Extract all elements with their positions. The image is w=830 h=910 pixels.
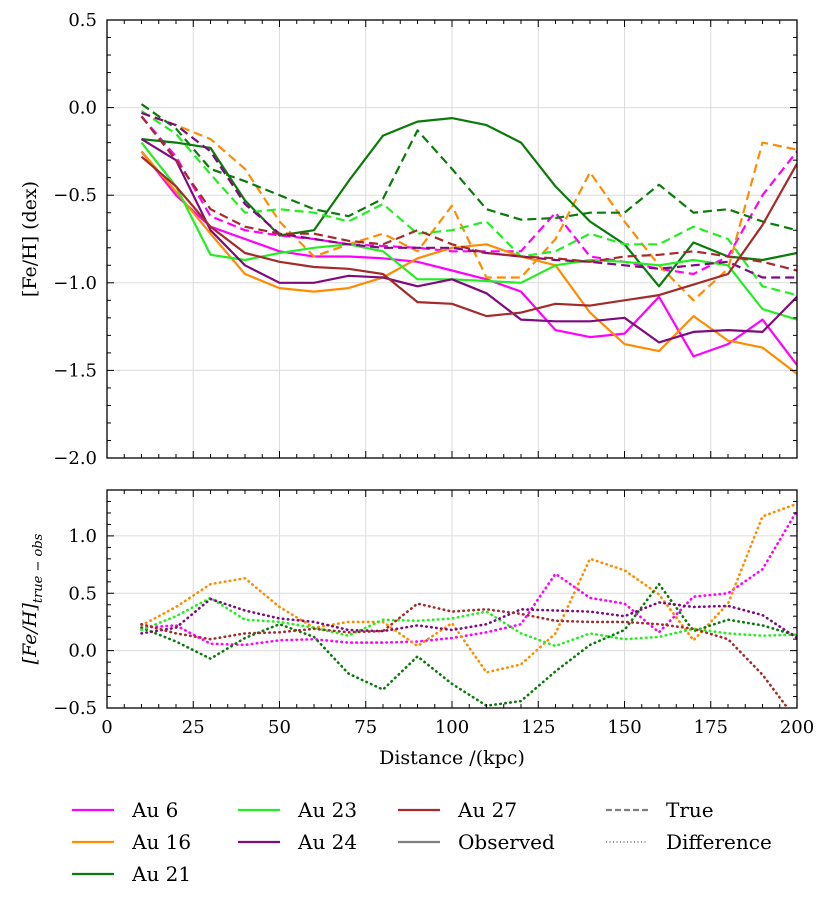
y-tick-label: 0.0: [68, 98, 97, 119]
series-line-au-21-difference: [140, 582, 797, 708]
series-group: [140, 103, 797, 375]
series-line-au-16-observed: [140, 150, 797, 375]
x-tick-label: 100: [435, 717, 469, 738]
x-tick-label: 175: [694, 717, 728, 738]
series-line-au-27-difference: [140, 602, 790, 708]
series-line-au-24-difference: [140, 597, 797, 640]
legend-label: Au 6: [131, 798, 178, 822]
y-tick-label: −2.0: [53, 448, 97, 469]
series-line-au-21-observed: [141, 116, 797, 288]
top-panel: 0.5 0.0 −0.5 −1.0 −1.5 −2.0 [Fe/H] (dex): [19, 10, 798, 469]
series-group: [140, 502, 797, 708]
legend-item-au-16: Au 16: [72, 830, 191, 854]
legend-item-au-27: Au 27: [398, 798, 517, 822]
x-tick-label: 75: [354, 717, 377, 738]
series-line-au-23-observed: [140, 141, 797, 321]
legend: Au 6 Au 16 Au 21 Au 23 Au 24 Au 27 Observed Tru…: [72, 798, 772, 886]
y-tick-label: −0.5: [53, 698, 97, 719]
y-tick-label: 0.5: [68, 583, 97, 604]
y-tick-label: 0.5: [68, 10, 97, 31]
series-line-au-16-difference: [140, 502, 797, 674]
y-axis-title-main: [Fe/H]: [19, 603, 41, 665]
series-line-au-24-true: [141, 111, 797, 279]
legend-item-difference: Difference: [606, 830, 772, 854]
x-tick-label: 0: [101, 717, 112, 738]
x-tick-label: 200: [780, 717, 814, 738]
y-tick-label: 1.0: [68, 526, 97, 547]
legend-label: Au 24: [297, 830, 357, 854]
legend-item-au-24: Au 24: [238, 830, 357, 854]
series-line-au-16-true: [141, 111, 797, 302]
series-line-au-23-difference: [140, 596, 797, 648]
y-tick-label: −1.5: [53, 360, 97, 381]
y-axis-title: [Fe/H]true − obs: [19, 533, 46, 664]
x-tick-label: 125: [521, 717, 555, 738]
series-line-au-27-observed: [140, 155, 797, 318]
series-line-au-6-difference: [140, 509, 797, 647]
y-tick-label: −1.0: [53, 273, 97, 294]
series-line-au-6-observed: [140, 150, 797, 366]
y-tick-label: −0.5: [53, 185, 97, 206]
legend-label: True: [666, 798, 714, 822]
legend-label: Au 21: [131, 862, 191, 886]
legend-label: Difference: [666, 830, 772, 854]
legend-label: Observed: [458, 830, 555, 854]
bottom-panel: 1.0 0.5 0.0 −0.50 25 50 75 100 125 150 175 200 [Fe/H…: [19, 489, 814, 769]
y-axis-title-subscript: true − obs: [31, 533, 46, 603]
series-line-au-21-true: [140, 103, 797, 232]
legend-label: Au 23: [297, 798, 357, 822]
y-tick-label: 0.0: [68, 641, 97, 662]
x-tick-label: 50: [268, 717, 291, 738]
x-tick-label: 25: [182, 717, 205, 738]
legend-label: Au 16: [131, 830, 191, 854]
legend-item-au-6: Au 6: [72, 798, 178, 822]
y-axis-title: [Fe/H] (dex): [19, 181, 41, 297]
series-line-au-27-true: [140, 115, 797, 272]
legend-item-au-23: Au 23: [238, 798, 357, 822]
legend-item-au-21: Au 21: [72, 862, 191, 886]
legend-item-true: True: [606, 798, 714, 822]
legend-label: Au 27: [457, 798, 517, 822]
x-tick-label: 150: [607, 717, 641, 738]
series-line-au-24-observed: [140, 138, 797, 344]
x-axis-title: Distance /(kpc): [379, 747, 525, 769]
legend-item-observed: Observed: [398, 830, 555, 854]
series-line-au-23-true: [140, 110, 797, 297]
